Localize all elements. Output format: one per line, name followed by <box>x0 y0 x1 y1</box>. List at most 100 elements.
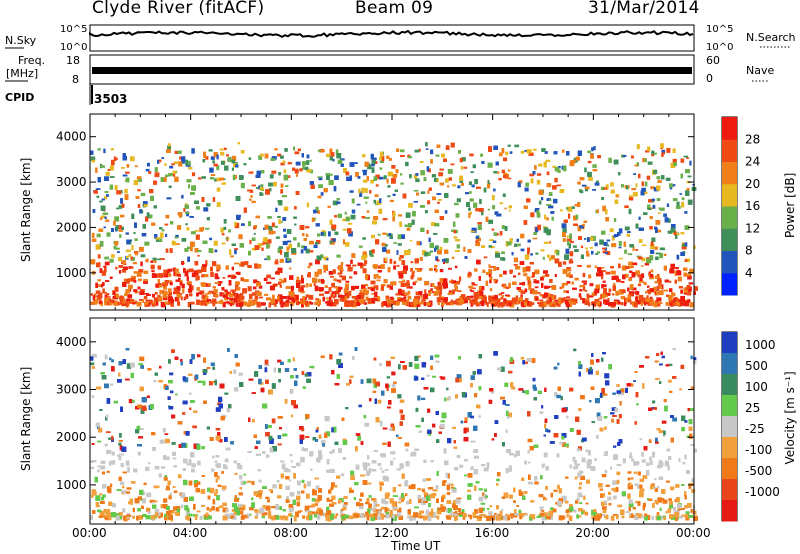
scatter-cell <box>488 146 492 152</box>
scatter-cell <box>285 185 289 187</box>
scatter-cell <box>219 177 224 181</box>
scatter-cell <box>105 219 110 222</box>
scatter-cell <box>90 293 94 296</box>
scatter-cell <box>496 233 499 236</box>
scatter-cell <box>150 260 154 263</box>
scatter-cell <box>187 246 190 249</box>
scatter-cell <box>523 273 528 277</box>
scatter-cell <box>524 254 530 260</box>
scatter-cell <box>664 279 669 283</box>
scatter-cell <box>505 294 510 297</box>
scatter-cell <box>420 295 423 299</box>
scatter-cell <box>224 301 229 304</box>
scatter-cell <box>617 232 621 236</box>
scatter-cell <box>643 297 647 301</box>
scatter-cell <box>196 287 200 291</box>
scatter-cell <box>455 239 460 242</box>
scatter-cell <box>556 250 560 256</box>
scatter-cell <box>509 269 513 273</box>
scatter-cell <box>190 192 195 195</box>
scatter-cell <box>621 281 625 283</box>
scatter-cell <box>475 240 479 243</box>
scatter-cell <box>483 187 487 193</box>
scatter-cell <box>169 165 174 169</box>
scatter-cell <box>409 286 413 289</box>
scatter-cell <box>630 291 635 294</box>
scatter-cell <box>587 160 592 164</box>
scatter-cell <box>678 300 682 303</box>
scatter-cell <box>580 296 583 300</box>
scatter-cell <box>671 292 675 297</box>
scatter-cell <box>188 184 190 189</box>
scatter-cell <box>253 279 258 284</box>
scatter-cell <box>284 302 289 307</box>
scatter-cell <box>655 302 661 307</box>
scatter-cell <box>681 197 685 201</box>
scatter-cell <box>558 297 561 301</box>
scatter-cell <box>667 218 671 223</box>
scatter-cell <box>591 302 596 306</box>
scatter-cell <box>302 165 305 170</box>
scatter-cell <box>439 216 444 220</box>
scatter-cell <box>635 249 639 251</box>
scatter-cell <box>427 200 431 205</box>
scatter-cell <box>112 290 116 295</box>
scatter-cell <box>177 296 180 302</box>
scatter-cell <box>584 289 588 292</box>
scatter-cell <box>618 246 622 249</box>
scatter-cell <box>152 257 157 261</box>
scatter-cell <box>213 163 218 167</box>
scatter-cell <box>194 261 199 266</box>
scatter-cell <box>188 167 193 170</box>
scatter-cell <box>196 206 200 210</box>
scatter-cell <box>644 262 649 266</box>
scatter-cell <box>125 177 130 183</box>
scatter-cell <box>92 209 96 213</box>
scatter-cell <box>452 301 456 304</box>
scatter-cell <box>142 201 148 206</box>
scatter-cell <box>216 165 220 171</box>
scatter-cell <box>112 296 117 299</box>
scatter-cell <box>175 234 179 238</box>
scatter-cell <box>470 302 473 307</box>
scatter-cell <box>396 148 400 152</box>
station-title: Clyde River (fitACF) <box>92 0 265 18</box>
scatter-cell <box>569 233 572 239</box>
scatter-cell <box>470 171 474 174</box>
scatter-cell <box>517 181 521 188</box>
scatter-cell <box>638 227 644 231</box>
scatter-cell <box>497 171 500 174</box>
scatter-cell <box>431 174 436 178</box>
scatter-cell <box>351 285 355 291</box>
scatter-cell <box>680 173 683 179</box>
scatter-cell <box>315 298 319 301</box>
scatter-cell <box>342 228 347 231</box>
scatter-cell <box>689 160 692 166</box>
scatter-cell <box>645 150 650 153</box>
scatter-cell <box>536 292 541 294</box>
scatter-cell <box>534 286 539 289</box>
scatter-cell <box>427 190 430 194</box>
scatter-cell <box>615 290 619 296</box>
scatter-cell <box>435 269 438 273</box>
scatter-cell <box>193 270 199 275</box>
scatter-cell <box>584 238 587 240</box>
scatter-cell <box>365 217 370 219</box>
scatter-cell <box>520 233 525 239</box>
scatter-cell <box>358 245 363 248</box>
scatter-cell <box>455 213 460 218</box>
scatter-cell <box>225 237 229 240</box>
scatter-cell <box>580 285 586 287</box>
scatter-cell <box>491 301 497 307</box>
scatter-cell <box>532 302 535 305</box>
scatter-cell <box>386 249 391 254</box>
scatter-cell <box>503 157 508 162</box>
scatter-cell <box>670 162 676 168</box>
scatter-cell <box>451 184 457 187</box>
scatter-cell <box>329 240 333 244</box>
scatter-cell <box>248 299 252 302</box>
scatter-cell <box>389 258 393 264</box>
scatter-cell <box>648 290 651 295</box>
scatter-cell <box>445 178 449 183</box>
scatter-cell <box>535 252 539 255</box>
